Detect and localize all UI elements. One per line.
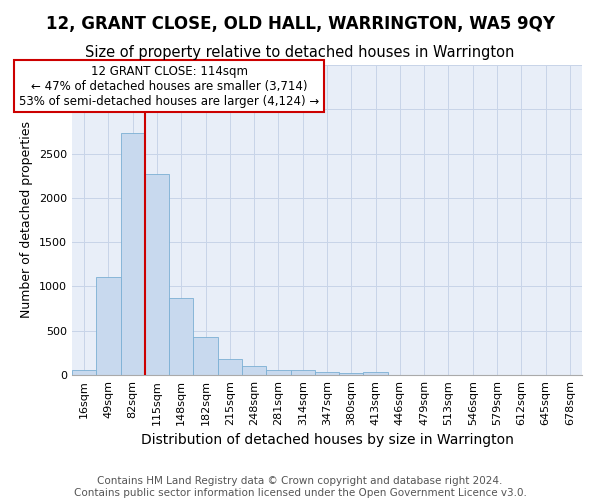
Bar (121, 133, 145, 375)
Bar (242, 366, 266, 375)
Bar (193, 337, 218, 375)
Bar (145, 174, 169, 375)
Text: Contains HM Land Registry data © Crown copyright and database right 2024.
Contai: Contains HM Land Registry data © Crown c… (74, 476, 526, 498)
X-axis label: Distribution of detached houses by size in Warrington: Distribution of detached houses by size … (140, 434, 514, 448)
Bar (169, 298, 193, 375)
Bar (72, 370, 96, 375)
Text: 12 GRANT CLOSE: 114sqm
← 47% of detached houses are smaller (3,714)
53% of semi-: 12 GRANT CLOSE: 114sqm ← 47% of detached… (19, 65, 319, 108)
Bar (290, 370, 315, 375)
Bar (266, 370, 290, 375)
Bar (218, 358, 242, 375)
Text: Size of property relative to detached houses in Warrington: Size of property relative to detached ho… (85, 45, 515, 60)
Bar (96, 276, 121, 375)
Y-axis label: Number of detached properties: Number of detached properties (20, 122, 34, 318)
Bar (364, 372, 388, 375)
Text: 12, GRANT CLOSE, OLD HALL, WARRINGTON, WA5 9QY: 12, GRANT CLOSE, OLD HALL, WARRINGTON, W… (46, 15, 554, 33)
Bar (315, 372, 339, 375)
Bar (339, 373, 364, 375)
